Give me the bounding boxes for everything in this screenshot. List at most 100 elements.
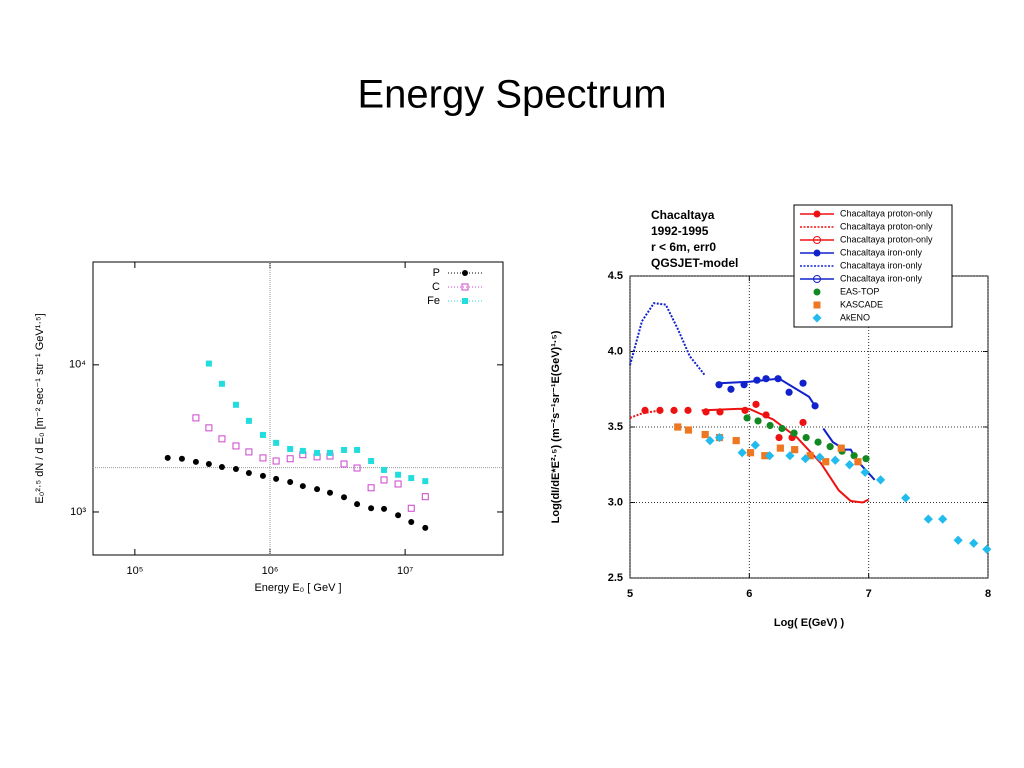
marker <box>205 460 212 467</box>
marker <box>953 535 963 545</box>
marker <box>860 467 870 477</box>
marker <box>245 470 252 477</box>
legend-marker <box>813 236 821 244</box>
marker <box>982 544 992 554</box>
legend-label: Chacaltaya iron-only <box>840 260 923 270</box>
y-tick-label: 3.5 <box>608 421 623 433</box>
marker <box>766 421 774 430</box>
legend-marker <box>461 283 469 291</box>
marker <box>670 406 678 414</box>
marker <box>327 449 334 456</box>
marker <box>286 455 294 463</box>
marker <box>850 452 858 460</box>
marker <box>778 424 786 433</box>
marker <box>259 472 266 479</box>
marker <box>205 424 213 432</box>
series-line <box>629 409 660 419</box>
legend-marker <box>813 275 821 283</box>
marker <box>969 538 979 548</box>
marker <box>408 475 415 482</box>
y-tick-label: 10³ <box>70 506 86 518</box>
legend-label: EAS-TOP <box>840 286 879 296</box>
marker <box>232 465 239 472</box>
marker <box>341 494 348 501</box>
marker <box>761 452 769 460</box>
marker <box>732 436 740 445</box>
legend-marker <box>813 249 821 257</box>
x-axis-label: Energy E₀ [ GeV ] <box>254 582 341 594</box>
y-axis-label: Log(dI/dE*E²·⁵) (m⁻²s⁻¹sr⁻¹E(GeV)¹·⁵) <box>550 330 562 523</box>
x-tick-label: 7 <box>866 588 872 600</box>
marker <box>272 457 280 465</box>
marker <box>314 486 321 493</box>
legend-label: Chacaltaya proton-only <box>840 208 933 218</box>
legend-marker <box>813 301 821 309</box>
annotation: Chacaltaya <box>651 208 715 222</box>
marker <box>192 414 200 422</box>
x-tick-label: 10⁶ <box>262 565 279 577</box>
marker <box>705 435 715 446</box>
annotation: QGSJET-model <box>651 256 738 270</box>
marker <box>876 475 886 485</box>
y-tick-label: 10⁴ <box>69 359 86 371</box>
series-line <box>629 302 706 377</box>
series-line <box>701 407 870 504</box>
marker <box>245 417 252 424</box>
marker <box>381 466 388 473</box>
marker <box>327 489 334 496</box>
marker <box>354 501 361 508</box>
y-tick-label: 4.5 <box>608 270 623 282</box>
y-tick-label: 3.0 <box>608 496 623 508</box>
x-tick-label: 5 <box>627 588 633 600</box>
marker <box>901 493 911 503</box>
marker <box>862 455 870 463</box>
legend-label: Chacaltaya iron-only <box>840 247 923 257</box>
marker <box>232 401 239 408</box>
marker <box>701 430 709 439</box>
marker <box>273 475 280 482</box>
marker <box>421 493 429 501</box>
marker <box>799 418 807 427</box>
legend-marker <box>812 313 822 323</box>
marker <box>407 504 415 512</box>
marker <box>408 518 415 525</box>
marker <box>741 406 749 414</box>
marker <box>367 484 375 492</box>
marker <box>218 464 225 471</box>
marker <box>218 435 226 443</box>
marker <box>395 512 402 519</box>
marker <box>837 444 845 452</box>
marker <box>743 414 751 422</box>
marker <box>830 455 840 465</box>
marker <box>684 426 693 434</box>
marker <box>854 458 862 466</box>
legend-marker <box>813 210 821 218</box>
marker <box>802 433 810 442</box>
marker <box>287 445 294 452</box>
marker <box>164 454 171 461</box>
marker <box>822 458 830 466</box>
marker <box>273 439 280 446</box>
marker <box>354 446 361 453</box>
marker <box>806 452 814 460</box>
x-tick-label: 10⁵ <box>126 565 143 577</box>
marker <box>314 449 321 456</box>
legend-label: C <box>432 281 440 293</box>
marker <box>754 417 762 425</box>
marker <box>381 505 388 512</box>
legend-marker <box>813 288 821 296</box>
marker <box>422 524 429 531</box>
marker <box>775 433 783 442</box>
marker <box>938 514 948 524</box>
annotation: 1992-1995 <box>651 224 709 238</box>
x-axis-label: Log( E(GeV) ) <box>774 617 845 629</box>
x-tick-label: 8 <box>985 588 991 600</box>
marker <box>287 478 294 485</box>
marker <box>746 449 755 457</box>
marker <box>422 478 429 485</box>
marker <box>674 423 682 431</box>
marker <box>394 480 402 488</box>
marker <box>205 360 212 367</box>
marker <box>353 464 361 472</box>
